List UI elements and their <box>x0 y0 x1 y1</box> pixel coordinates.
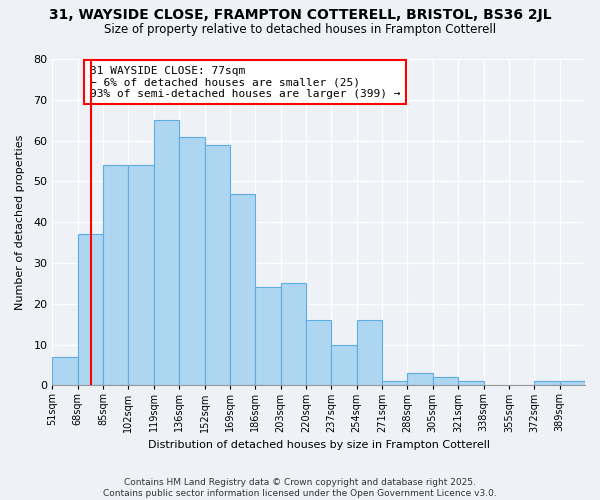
Bar <box>205 144 230 386</box>
Bar <box>306 320 331 386</box>
Bar <box>154 120 179 386</box>
Bar <box>433 377 458 386</box>
Text: 31 WAYSIDE CLOSE: 77sqm
← 6% of detached houses are smaller (25)
93% of semi-det: 31 WAYSIDE CLOSE: 77sqm ← 6% of detached… <box>89 66 400 98</box>
Bar <box>534 382 560 386</box>
Text: 31, WAYSIDE CLOSE, FRAMPTON COTTERELL, BRISTOL, BS36 2JL: 31, WAYSIDE CLOSE, FRAMPTON COTTERELL, B… <box>49 8 551 22</box>
Bar <box>331 344 357 386</box>
Bar <box>255 288 281 386</box>
Bar <box>128 165 154 386</box>
Bar <box>281 284 306 386</box>
Bar <box>179 136 205 386</box>
Bar <box>407 373 433 386</box>
Bar <box>458 382 484 386</box>
Text: Size of property relative to detached houses in Frampton Cotterell: Size of property relative to detached ho… <box>104 22 496 36</box>
X-axis label: Distribution of detached houses by size in Frampton Cotterell: Distribution of detached houses by size … <box>148 440 490 450</box>
Y-axis label: Number of detached properties: Number of detached properties <box>15 134 25 310</box>
Bar <box>560 382 585 386</box>
Bar <box>382 382 407 386</box>
Text: Contains HM Land Registry data © Crown copyright and database right 2025.
Contai: Contains HM Land Registry data © Crown c… <box>103 478 497 498</box>
Bar <box>230 194 255 386</box>
Bar <box>357 320 382 386</box>
Bar <box>77 234 103 386</box>
Bar <box>52 357 77 386</box>
Bar <box>103 165 128 386</box>
